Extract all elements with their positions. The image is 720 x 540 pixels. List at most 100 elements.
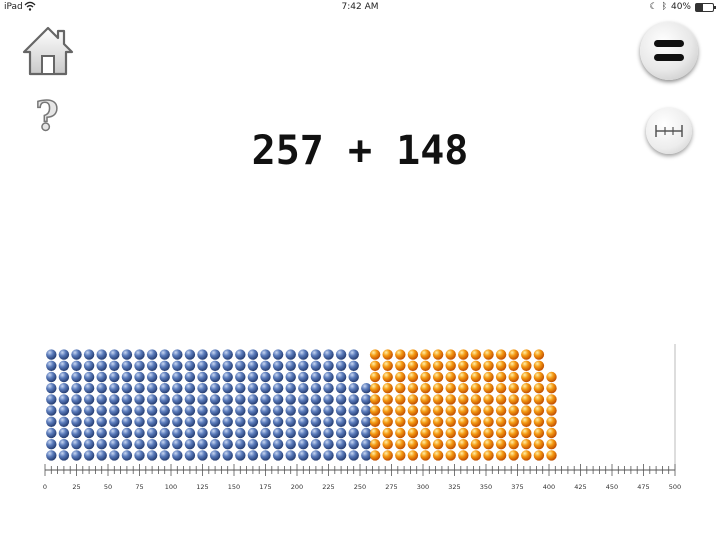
- orange-bead: [432, 416, 444, 427]
- blue-bead: [134, 439, 145, 450]
- orange-bead: [395, 416, 406, 427]
- blue-bead: [247, 371, 259, 383]
- blue-bead: [146, 360, 158, 371]
- orange-bead: [382, 383, 393, 394]
- blue-bead: [134, 360, 145, 371]
- blue-bead: [46, 394, 57, 405]
- blue-bead: [310, 427, 322, 439]
- orange-bead: [470, 439, 482, 450]
- blue-bead: [348, 349, 359, 360]
- blue-bead: [235, 360, 246, 371]
- blue-bead: [298, 405, 309, 416]
- blue-bead: [348, 450, 359, 461]
- blue-bead: [235, 371, 246, 383]
- blue-bead: [222, 383, 233, 394]
- orange-bead: [546, 427, 557, 439]
- orange-bead: [395, 360, 406, 371]
- equation-text: 257 + 148: [251, 128, 469, 174]
- blue-bead: [247, 450, 259, 461]
- blue-bead: [172, 416, 183, 427]
- menu-button[interactable]: [640, 22, 698, 80]
- blue-bead: [83, 416, 95, 427]
- blue-bead: [298, 360, 309, 371]
- orange-bead: [432, 349, 444, 360]
- blue-bead: [58, 394, 70, 405]
- blue-bead: [83, 405, 95, 416]
- orange-bead: [407, 439, 419, 450]
- blue-bead: [310, 439, 322, 450]
- orange-bead: [483, 383, 494, 394]
- blue-bead: [121, 427, 133, 439]
- blue-bead: [71, 371, 82, 383]
- blue-bead: [323, 371, 334, 383]
- blue-bead: [247, 439, 259, 450]
- orange-bead: [382, 439, 393, 450]
- orange-bead: [432, 405, 444, 416]
- blue-bead: [71, 439, 82, 450]
- blue-bead: [71, 394, 82, 405]
- blue-bead: [46, 405, 57, 416]
- blue-bead: [172, 450, 183, 461]
- blue-bead: [209, 394, 221, 405]
- orange-bead: [483, 416, 494, 427]
- orange-bead: [495, 405, 507, 416]
- blue-bead: [46, 427, 57, 439]
- moon-icon: ☾: [649, 2, 658, 12]
- blue-bead: [272, 427, 284, 439]
- blue-bead: [184, 360, 196, 371]
- blue-bead: [109, 405, 120, 416]
- orange-bead: [382, 405, 393, 416]
- blue-bead: [159, 427, 170, 439]
- clock: 7:42 AM: [341, 2, 379, 12]
- blue-bead: [96, 360, 107, 371]
- orange-bead: [407, 371, 419, 383]
- blue-bead: [348, 394, 359, 405]
- orange-bead: [445, 439, 456, 450]
- help-button[interactable]: ?: [30, 92, 64, 141]
- orange-bead: [420, 450, 431, 461]
- blue-bead: [335, 360, 347, 371]
- blue-bead: [247, 394, 259, 405]
- blue-bead: [247, 349, 259, 360]
- blue-bead: [109, 394, 120, 405]
- orange-bead: [483, 427, 494, 439]
- blue-bead: [260, 427, 271, 439]
- blue-bead: [260, 371, 271, 383]
- blue-bead: [209, 439, 221, 450]
- blue-bead: [46, 349, 57, 360]
- orange-bead: [382, 371, 393, 383]
- orange-bead: [521, 405, 532, 416]
- ruler-tick-label: 425: [574, 483, 586, 491]
- blue-bead: [46, 450, 57, 461]
- blue-bead: [209, 450, 221, 461]
- blue-bead: [58, 416, 70, 427]
- ruler-tick-label: 175: [259, 483, 271, 491]
- blue-bead: [272, 405, 284, 416]
- orange-bead: [521, 383, 532, 394]
- home-button[interactable]: [18, 22, 78, 78]
- orange-bead: [508, 439, 519, 450]
- orange-bead: [521, 371, 532, 383]
- orange-bead: [495, 439, 507, 450]
- orange-bead: [521, 416, 532, 427]
- orange-bead: [495, 349, 507, 360]
- orange-bead: [470, 394, 482, 405]
- orange-bead: [445, 360, 456, 371]
- blue-bead: [121, 371, 133, 383]
- blue-bead: [335, 450, 347, 461]
- ruler-toggle-button[interactable]: [646, 108, 692, 154]
- blue-bead: [285, 450, 296, 461]
- blue-bead: [172, 360, 183, 371]
- orange-bead: [369, 371, 381, 383]
- blue-bead: [335, 394, 347, 405]
- blue-bead: [172, 427, 183, 439]
- blue-bead: [71, 416, 82, 427]
- orange-bead: [432, 371, 444, 383]
- carrier-label: iPad: [4, 2, 23, 12]
- orange-bead: [420, 349, 431, 360]
- blue-bead: [172, 405, 183, 416]
- blue-bead: [172, 371, 183, 383]
- blue-bead: [222, 371, 233, 383]
- blue-bead: [121, 394, 133, 405]
- blue-bead: [184, 383, 196, 394]
